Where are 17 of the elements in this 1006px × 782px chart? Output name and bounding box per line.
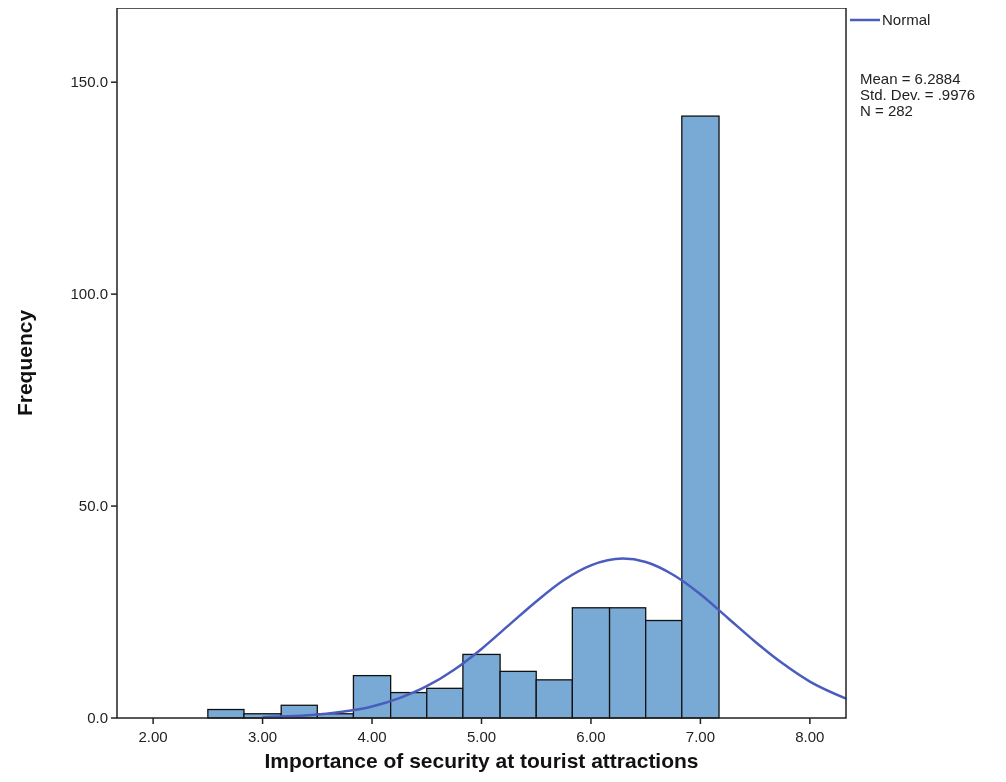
x-tick-label: 5.00 [466, 728, 497, 745]
x-tick-label: 2.00 [138, 728, 168, 745]
x-axis-title: Importance of security at tourist attractions [264, 749, 699, 772]
y-axis-title: Frequency [13, 309, 36, 417]
x-tick-label: 8.00 [795, 728, 825, 745]
y-tick-label: 0.0 [87, 709, 108, 727]
text: Std. Dev. = .9976 [860, 86, 976, 103]
text: Mean = 6.2884 [860, 70, 961, 87]
text: N = 282 [860, 102, 913, 119]
x-tick-label: 6.00 [576, 728, 606, 745]
legend-label: Normal [882, 11, 931, 29]
x-tick-label: 3.00 [247, 728, 278, 745]
y-tick-label: 150.0 [70, 73, 108, 91]
x-tick-label: 7.00 [685, 728, 716, 745]
x-tick-label: 4.00 [357, 728, 387, 745]
y-tick-label: 100.0 [70, 285, 108, 303]
y-tick-label: 50.0 [78, 497, 108, 515]
